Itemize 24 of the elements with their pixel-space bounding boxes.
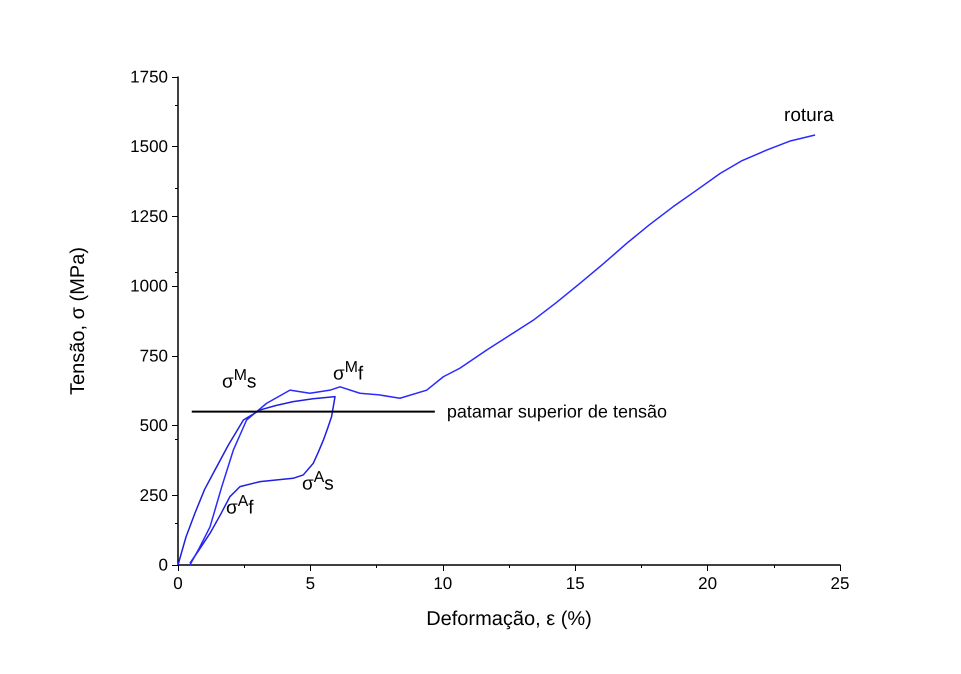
line-series (189, 134, 816, 566)
x-tick-label: 15 (566, 574, 585, 593)
y-axis-title: Tensão, σ (MPa) (67, 247, 89, 395)
y-tick-label: 750 (140, 346, 168, 366)
y-tick-label: 500 (140, 416, 168, 436)
y-tick-label: 1750 (130, 68, 168, 86)
annotation: σ$^{A}$f (226, 493, 254, 518)
annotation: σ$^{M}$s (222, 367, 256, 392)
annotation: σ$^{A}$s (302, 469, 334, 494)
y-tick-label: 1000 (130, 276, 168, 296)
y-tick-label: 0 (158, 556, 168, 574)
y-tick-label: 1500 (130, 137, 168, 156)
line-series (177, 396, 336, 566)
annotation: rotura (784, 105, 834, 126)
x-tick-label: 20 (698, 574, 718, 593)
x-tick-label: 10 (433, 574, 452, 593)
y-tick-label: 250 (140, 486, 168, 505)
x-tick-label: 5 (306, 574, 316, 593)
x-axis-title: Deformação, ε (%) (426, 608, 592, 630)
series-label: patamar superior de tensão (446, 402, 667, 422)
x-tick-label: 0 (173, 574, 183, 593)
annotation: σ$^{M}$f (333, 359, 364, 384)
x-tick-label: 25 (830, 574, 850, 593)
y-tick-label: 1250 (130, 206, 168, 226)
